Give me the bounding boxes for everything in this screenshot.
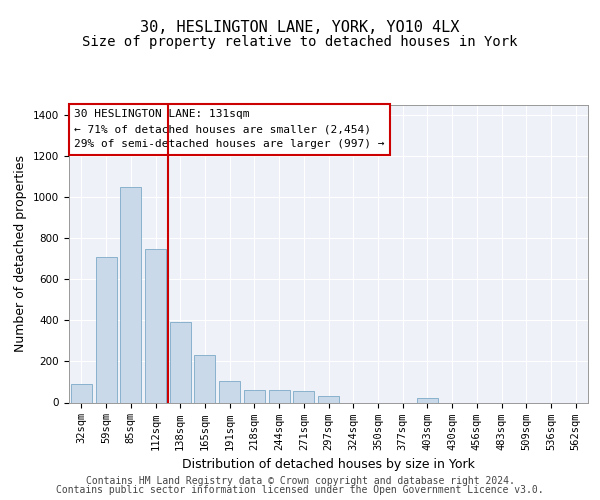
Y-axis label: Number of detached properties: Number of detached properties bbox=[14, 155, 28, 352]
X-axis label: Distribution of detached houses by size in York: Distribution of detached houses by size … bbox=[182, 458, 475, 471]
Bar bbox=[219, 381, 240, 402]
Bar bbox=[120, 187, 141, 402]
Bar bbox=[244, 390, 265, 402]
Bar bbox=[293, 391, 314, 402]
Text: 30 HESLINGTON LANE: 131sqm
← 71% of detached houses are smaller (2,454)
29% of s: 30 HESLINGTON LANE: 131sqm ← 71% of deta… bbox=[74, 110, 385, 149]
Text: Contains public sector information licensed under the Open Government Licence v3: Contains public sector information licen… bbox=[56, 485, 544, 495]
Bar bbox=[269, 390, 290, 402]
Bar bbox=[194, 356, 215, 403]
Bar bbox=[170, 322, 191, 402]
Bar bbox=[71, 384, 92, 402]
Text: 30, HESLINGTON LANE, YORK, YO10 4LX: 30, HESLINGTON LANE, YORK, YO10 4LX bbox=[140, 20, 460, 35]
Bar bbox=[417, 398, 438, 402]
Bar bbox=[318, 396, 339, 402]
Text: Contains HM Land Registry data © Crown copyright and database right 2024.: Contains HM Land Registry data © Crown c… bbox=[86, 476, 514, 486]
Bar bbox=[95, 257, 116, 402]
Text: Size of property relative to detached houses in York: Size of property relative to detached ho… bbox=[82, 35, 518, 49]
Bar bbox=[145, 248, 166, 402]
